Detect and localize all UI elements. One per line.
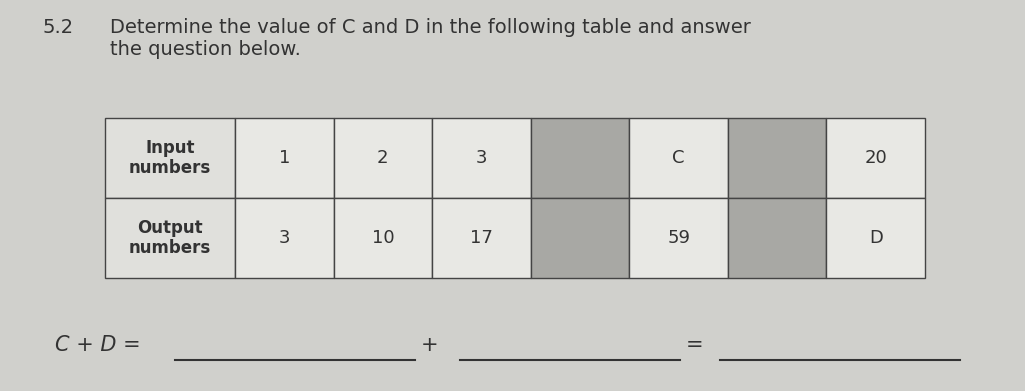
Bar — [826, 118, 925, 198]
Text: 3: 3 — [279, 229, 290, 247]
Bar — [728, 118, 826, 198]
Text: Output
numbers: Output numbers — [129, 219, 211, 257]
Bar — [235, 118, 333, 198]
Bar — [235, 198, 333, 278]
Bar — [433, 198, 531, 278]
Text: C: C — [672, 149, 685, 167]
Text: 59: 59 — [667, 229, 690, 247]
Text: 17: 17 — [470, 229, 493, 247]
Bar — [629, 118, 728, 198]
Text: 1: 1 — [279, 149, 290, 167]
Text: 20: 20 — [864, 149, 887, 167]
Text: =: = — [686, 335, 704, 355]
Bar — [531, 118, 629, 198]
Bar — [333, 118, 433, 198]
Bar — [728, 198, 826, 278]
Text: C + D =: C + D = — [55, 335, 140, 355]
Text: 2: 2 — [377, 149, 388, 167]
Bar — [629, 198, 728, 278]
Text: Input
numbers: Input numbers — [129, 138, 211, 178]
Bar — [333, 198, 433, 278]
Bar — [531, 198, 629, 278]
Bar — [105, 118, 235, 198]
Bar — [105, 198, 235, 278]
Text: Determine the value of C and D in the following table and answer
the question be: Determine the value of C and D in the fo… — [110, 18, 751, 59]
Bar — [826, 198, 925, 278]
Text: 10: 10 — [371, 229, 395, 247]
Text: +: + — [421, 335, 439, 355]
Text: 5.2: 5.2 — [42, 18, 73, 37]
Text: 3: 3 — [476, 149, 487, 167]
Bar — [433, 118, 531, 198]
Text: D: D — [869, 229, 883, 247]
